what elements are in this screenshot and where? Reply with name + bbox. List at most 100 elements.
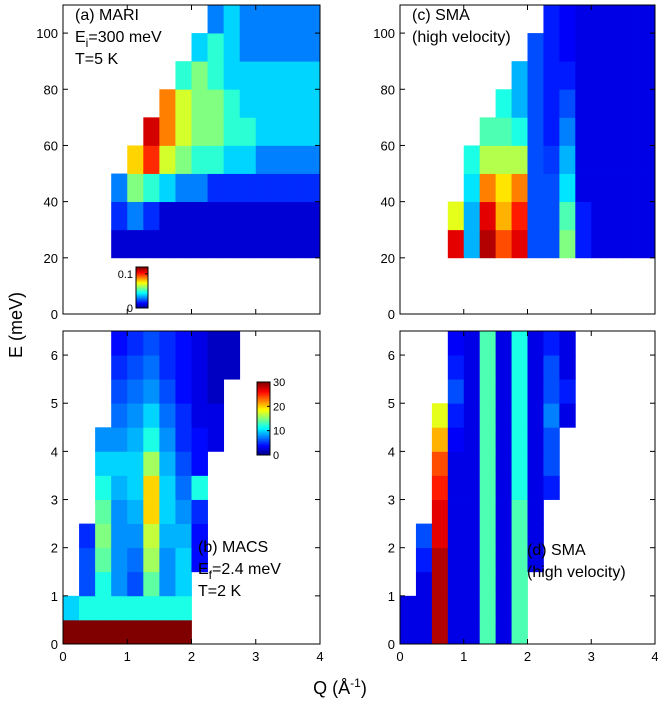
heat-cell <box>527 201 544 231</box>
heat-cell <box>495 201 512 231</box>
heat-cell <box>495 229 512 259</box>
colorbar-segment <box>257 422 270 425</box>
heat-cell <box>431 475 449 500</box>
colorbar-segment <box>136 273 148 275</box>
heat-cell <box>591 61 608 90</box>
heat-cell <box>143 523 160 549</box>
colorbar-segment <box>257 453 270 456</box>
colorbar-segment <box>257 391 270 394</box>
heat-cell <box>127 475 144 500</box>
heat-cell <box>143 145 160 174</box>
heat-cell <box>575 33 592 62</box>
heat-cell <box>575 61 592 90</box>
colorbar-segment <box>257 400 270 403</box>
heat-cell <box>143 547 160 573</box>
heat-cell <box>463 571 481 597</box>
y-tick-label: 5 <box>51 396 58 411</box>
heat-cell <box>191 427 208 452</box>
heat-cell <box>527 117 544 146</box>
heat-cell <box>479 475 497 500</box>
heat-cell <box>303 229 321 259</box>
heat-cell <box>271 201 289 231</box>
heat-cell <box>223 117 241 146</box>
heat-cell <box>559 201 576 231</box>
heat-cell <box>127 145 144 174</box>
colorbar-segment <box>136 298 148 301</box>
heat-cell <box>495 547 512 573</box>
heat-cell <box>415 571 433 597</box>
heat-cell <box>303 61 321 90</box>
heat-cell <box>191 117 208 146</box>
colorbar-tick-label: 10 <box>273 426 285 438</box>
heat-cell <box>303 5 321 34</box>
panel-label: (c) SMA <box>412 7 470 24</box>
colorbar-segment <box>136 279 148 281</box>
heat-cell <box>431 403 449 428</box>
heat-cell <box>607 5 624 34</box>
colorbar-segment <box>257 440 270 443</box>
heat-cell <box>207 331 225 356</box>
heat-cell <box>447 499 465 525</box>
heat-cell <box>223 201 241 231</box>
colorbar-segment <box>257 382 270 385</box>
heat-cell <box>143 355 160 380</box>
heat-cell <box>287 61 305 90</box>
heat-cell <box>479 547 497 573</box>
colorbar-segment <box>136 305 148 308</box>
heat-cell <box>223 33 241 62</box>
heat-cell <box>175 331 192 356</box>
colorbar-segment <box>136 272 148 274</box>
heat-cell <box>559 331 576 356</box>
heat-cell <box>575 5 592 34</box>
heat-cell <box>511 201 528 231</box>
heat-cell <box>463 619 481 645</box>
y-tick-label: 0 <box>51 307 58 322</box>
heat-cell <box>400 595 417 621</box>
colorbar-segment <box>257 449 270 452</box>
heat-cell <box>127 403 144 428</box>
x-tick-label: 4 <box>651 649 658 664</box>
y-tick-label: 80 <box>381 82 395 97</box>
colorbar-segment <box>136 304 148 307</box>
heat-cell <box>463 355 481 380</box>
x-tick-label: 3 <box>252 649 259 664</box>
heat-cell <box>543 33 560 62</box>
colorbar-segment <box>136 291 148 294</box>
heat-cell <box>223 229 241 259</box>
heat-cell <box>239 61 257 90</box>
heat-cell <box>495 379 512 404</box>
heat-cell <box>511 331 528 356</box>
heat-cell <box>207 173 225 203</box>
heat-cell <box>511 499 528 525</box>
panel-label: (d) SMA <box>527 542 586 559</box>
heat-cell <box>527 403 544 428</box>
heat-cell <box>143 173 160 203</box>
heat-cell <box>223 145 241 174</box>
heat-cell <box>127 523 144 549</box>
heat-cell <box>239 89 257 118</box>
y-tick-label: 0 <box>51 637 58 652</box>
heat-cell <box>511 173 528 203</box>
heat-cell <box>543 89 560 118</box>
colorbar-segment <box>136 274 148 276</box>
heat-cell <box>607 145 624 174</box>
heat-cell <box>207 89 225 118</box>
heat-cell <box>559 145 576 174</box>
panel-label: (b) MACS <box>198 539 268 556</box>
heat-cell <box>239 117 257 146</box>
heat-cell <box>559 117 576 146</box>
colorbar-segment <box>136 284 148 286</box>
colorbar-segment <box>257 444 270 447</box>
heat-cell <box>143 229 160 259</box>
heat-cell <box>287 117 305 146</box>
colorbar-segment <box>136 275 148 277</box>
heat-cell <box>543 229 560 259</box>
heat-cell <box>431 427 449 452</box>
heat-cell <box>495 499 512 525</box>
heat-cell <box>143 379 160 404</box>
heat-cell <box>623 117 640 146</box>
colorbar-segment <box>257 445 270 449</box>
heat-cell <box>559 229 576 259</box>
heat-cell <box>95 619 112 645</box>
